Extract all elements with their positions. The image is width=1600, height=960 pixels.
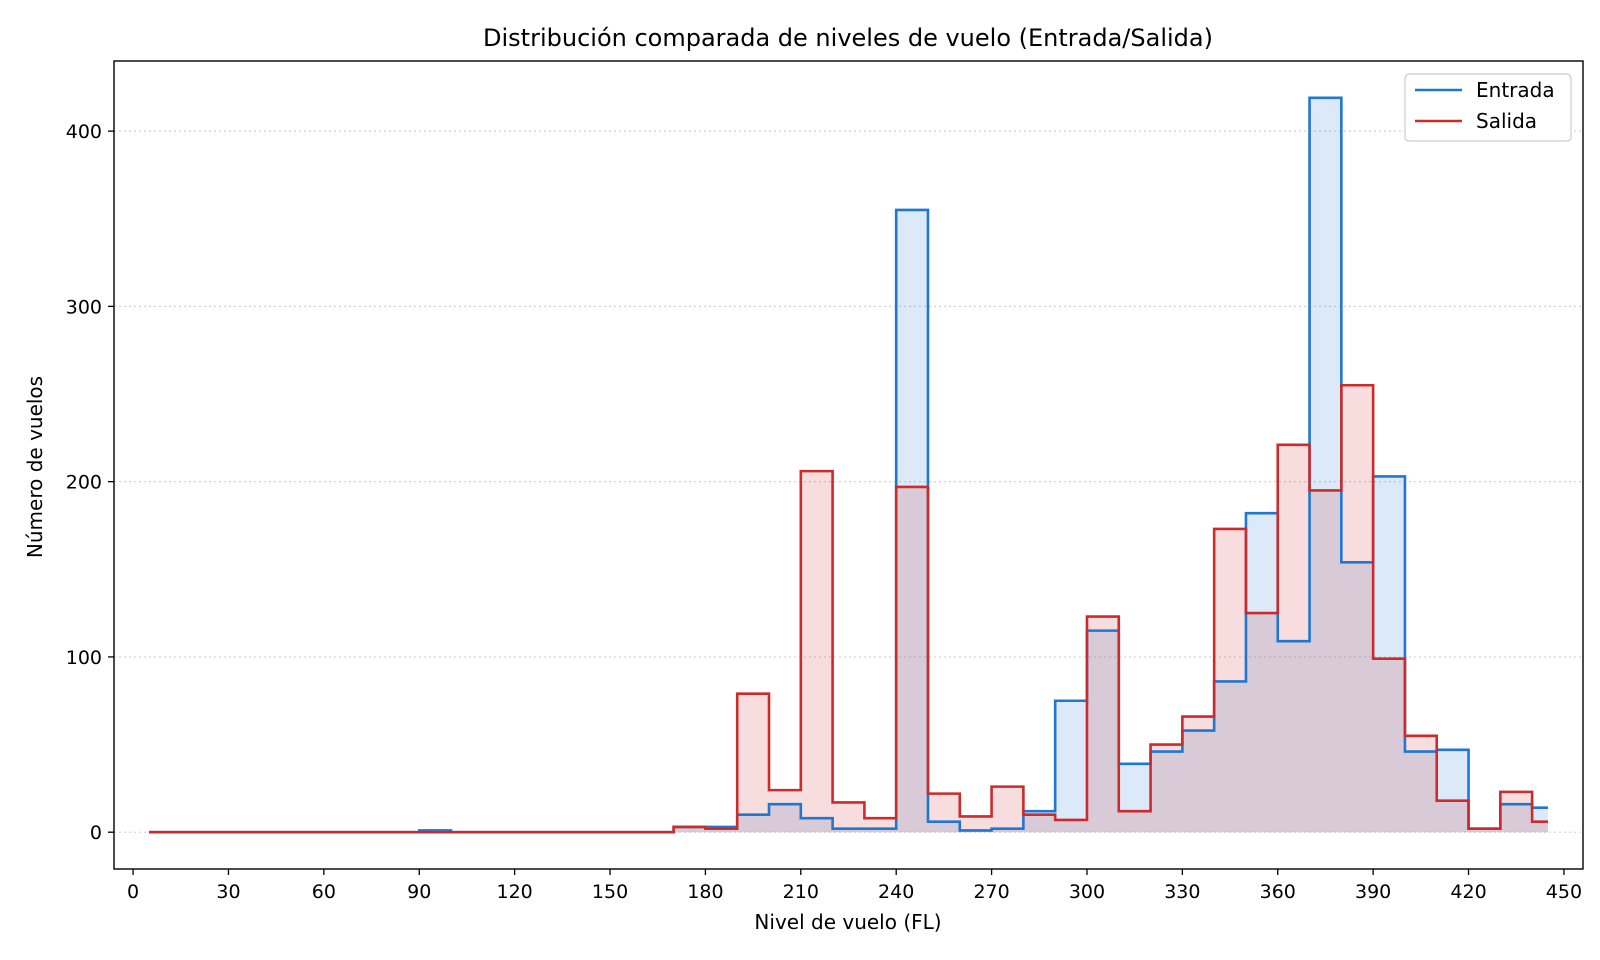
x-tick-label: 240 bbox=[878, 881, 914, 903]
y-tick-label: 300 bbox=[66, 296, 102, 318]
legend-label-entrada: Entrada bbox=[1476, 78, 1555, 102]
legend: Entrada Salida bbox=[1404, 73, 1572, 142]
x-tick-label: 180 bbox=[687, 881, 723, 903]
x-axis-ticks: 0 30 60 90 120 150 180 210 240 270 300 330 360 390 420… bbox=[127, 869, 1582, 903]
y-axis-ticks: 0 100 200 300 400 bbox=[66, 121, 114, 844]
x-tick-label: 390 bbox=[1355, 881, 1391, 903]
series-fill-salida bbox=[148, 385, 1549, 833]
series-line-salida bbox=[148, 383, 1549, 834]
y-tick-label: 400 bbox=[66, 121, 102, 143]
x-tick-label: 450 bbox=[1546, 881, 1582, 903]
x-tick-label: 300 bbox=[1069, 881, 1105, 903]
x-tick-label: 330 bbox=[1164, 881, 1200, 903]
chart-title: Distribución comparada de niveles de vue… bbox=[483, 24, 1213, 52]
x-tick-label: 210 bbox=[783, 881, 819, 903]
legend-label-salida: Salida bbox=[1476, 109, 1537, 133]
plot-frame bbox=[113, 60, 1584, 870]
y-tick-label: 0 bbox=[90, 822, 102, 844]
x-tick-label: 360 bbox=[1260, 881, 1296, 903]
x-tick-label: 150 bbox=[592, 881, 628, 903]
series-steps bbox=[148, 96, 1549, 834]
series-fill-entrada bbox=[148, 97, 1549, 833]
x-tick-label: 420 bbox=[1450, 881, 1486, 903]
y-axis-label: Número de vuelos bbox=[23, 376, 47, 558]
x-tick-label: 120 bbox=[497, 881, 533, 903]
series-fills bbox=[148, 97, 1549, 833]
y-tick-label: 200 bbox=[66, 472, 102, 494]
x-tick-label: 270 bbox=[973, 881, 1009, 903]
x-tick-label: 60 bbox=[312, 881, 336, 903]
x-tick-label: 30 bbox=[216, 881, 240, 903]
x-tick-label: 90 bbox=[407, 881, 431, 903]
x-tick-label: 0 bbox=[127, 881, 139, 903]
y-tick-label: 100 bbox=[66, 647, 102, 669]
x-axis-label: Nivel de vuelo (FL) bbox=[754, 910, 941, 934]
